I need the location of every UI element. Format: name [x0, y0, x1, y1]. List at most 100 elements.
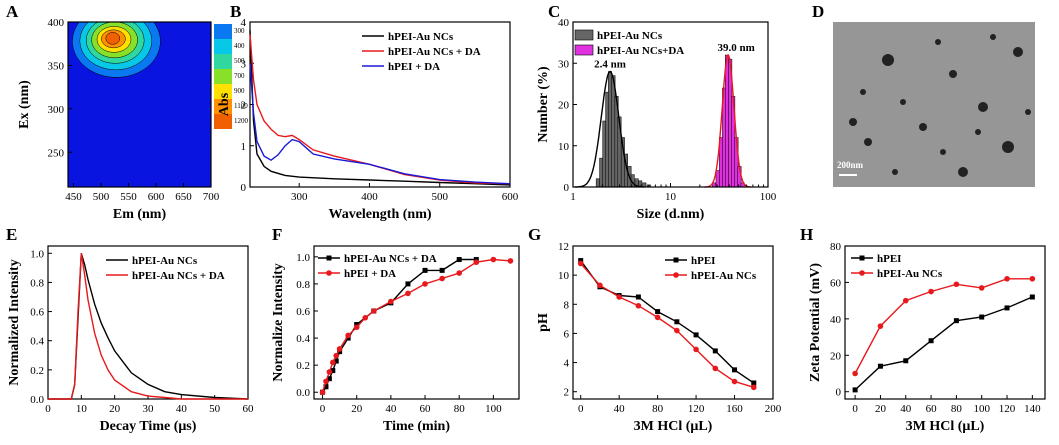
histogram-bar	[595, 178, 600, 188]
peak-annotation: 39.0 nm	[717, 42, 754, 54]
x-axis-label: Em (nm)	[113, 207, 167, 222]
histogram-bar	[599, 157, 604, 188]
y-tick-label: 0.0	[30, 394, 44, 406]
data-point-square	[953, 318, 959, 324]
data-point-circle	[597, 282, 603, 289]
x-tick-label: 200	[765, 403, 782, 415]
data-point-circle	[353, 324, 360, 331]
data-point-square	[333, 358, 339, 364]
data-point-square	[439, 267, 445, 273]
y-tick-label: 0.2	[296, 360, 310, 372]
data-point-circle	[616, 294, 622, 300]
y-tick-label: 300	[48, 104, 65, 116]
legend-label: hPEI-Au NCs + DA	[132, 270, 225, 282]
data-point-square	[323, 384, 329, 390]
colorbar-label: 900	[234, 87, 245, 95]
legend-label: hPEI	[691, 255, 715, 267]
y-tick-label: 0	[836, 387, 842, 399]
x-tick-label: 20	[351, 403, 363, 415]
x-tick-label: 40	[176, 403, 188, 415]
x-tick-label: 40	[900, 403, 912, 415]
nanoparticle	[1002, 141, 1014, 153]
panel-letter: H	[800, 225, 813, 244]
y-tick-label: 0	[564, 182, 570, 194]
y-tick-label: 60	[830, 277, 842, 289]
x-tick-label: 500	[93, 191, 110, 203]
panel-letter: F	[272, 225, 282, 244]
y-tick-label: 250	[48, 147, 65, 159]
colorbar-label: 700	[234, 72, 245, 80]
legend-label: hPEI-Au NCs + DA	[344, 253, 437, 265]
y-tick-label: 1	[241, 141, 247, 153]
histogram-bar	[715, 170, 720, 188]
y-tick-label: 0.0	[296, 387, 310, 399]
data-point-circle	[507, 258, 514, 264]
y-axis-label: Ex (nm)	[17, 80, 32, 129]
x-tick-label: 600	[148, 191, 165, 203]
peak-annotation: 2.4 nm	[594, 59, 626, 71]
x-tick-label: 60	[243, 403, 255, 415]
histogram-bar	[608, 71, 612, 188]
x-tick-label: 10	[76, 403, 88, 415]
panel-a: A 450 500 550 600 650 700 250 300 350 400 Em (nm) Ex…	[6, 0, 249, 222]
data-point-circle	[1004, 275, 1010, 282]
x-tick-label: 80	[454, 403, 466, 415]
colorbar-label: 500	[234, 57, 245, 65]
colorbar-label: 300	[234, 27, 245, 35]
data-point-circle	[422, 281, 428, 287]
colorbar-label: 400	[234, 42, 245, 50]
y-tick-label: 20	[558, 100, 570, 112]
data-point-circle	[674, 327, 680, 334]
data-point-circle	[852, 370, 858, 377]
data-point-circle	[693, 346, 699, 353]
legend-marker	[326, 270, 332, 276]
panel-letter: G	[528, 225, 541, 244]
plot-frame	[572, 245, 774, 400]
series-line	[48, 253, 248, 400]
panel-f: F 0 20 40 60 80 100 0.0 0.2 0.4 0.6 0.8 1.0 Time (min…	[271, 225, 520, 434]
legend-label: hPEI-Au NCs	[132, 255, 198, 267]
x-tick-label: 80	[951, 403, 963, 415]
x-tick-label: 140	[1024, 403, 1041, 415]
y-tick-label: 6	[564, 328, 570, 340]
data-point-circle	[405, 290, 411, 297]
y-tick-label: 20	[830, 350, 842, 362]
contour-level	[105, 32, 121, 45]
x-tick-label: 20	[109, 403, 121, 415]
y-tick-label: 4	[241, 17, 247, 29]
colorbar-swatch	[214, 54, 232, 69]
legend-label: hPEI-Au NCs	[597, 30, 663, 42]
histogram-bar	[725, 54, 729, 188]
data-point-circle	[388, 298, 394, 305]
x-tick-label: 80	[652, 403, 664, 415]
colorbar-swatch	[214, 24, 232, 39]
legend-label: hPEI + DA	[344, 268, 396, 280]
data-point-square	[693, 332, 699, 338]
data-point-circle	[1029, 275, 1036, 282]
nanoparticle	[849, 118, 857, 126]
tem-image-haze	[833, 22, 1035, 187]
colorbar-swatch	[214, 99, 232, 114]
nanoparticle	[900, 99, 906, 105]
y-tick-label: 10	[558, 270, 570, 282]
data-point-circle	[577, 260, 584, 267]
data-point-circle	[877, 323, 884, 329]
y-tick-label: 0.6	[296, 306, 310, 318]
data-point-square	[674, 319, 680, 325]
legend-label: hPEI-Au NCs	[691, 270, 757, 282]
x-axis-label: Size (d.nm)	[637, 207, 705, 222]
colorbar-swatch	[214, 69, 232, 84]
x-tick-label: 500	[431, 191, 448, 203]
x-tick-label: 0	[320, 403, 326, 415]
data-point-square	[1004, 305, 1010, 311]
colorbar-swatch	[214, 114, 232, 129]
nanoparticle	[860, 89, 866, 95]
data-point-square	[578, 258, 584, 264]
data-point-square	[330, 368, 336, 374]
data-point-circle	[319, 389, 326, 396]
y-tick-label: 1.0	[296, 252, 310, 264]
nanoparticle	[919, 123, 927, 131]
panel-letter: E	[6, 225, 17, 244]
x-tick-label: 40	[614, 403, 626, 415]
